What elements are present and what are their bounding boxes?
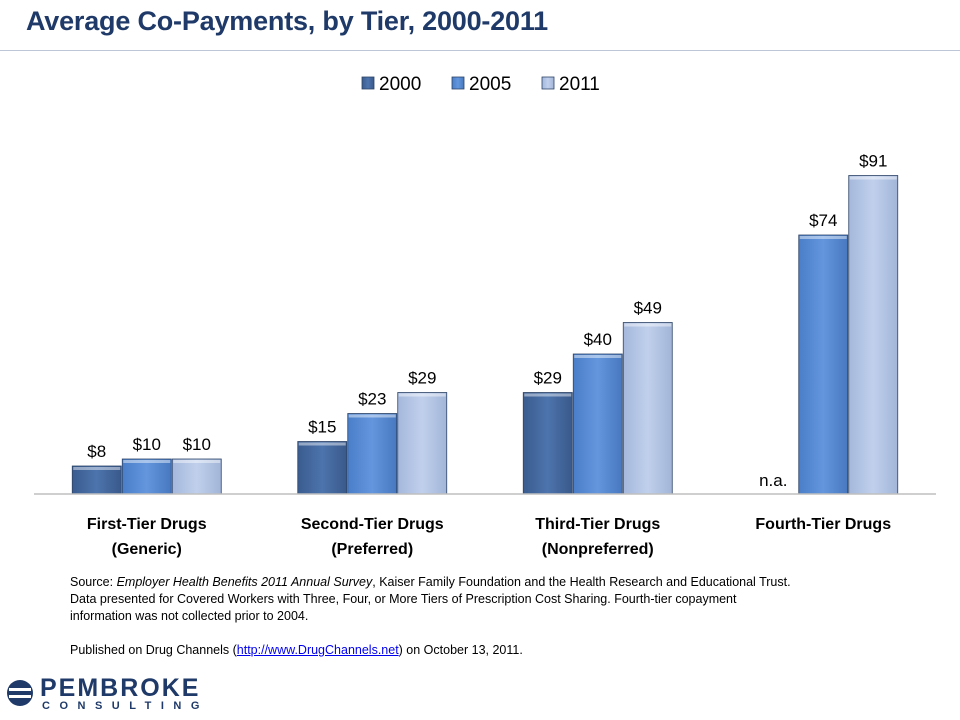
bar-chart: 2000 2005 2011 $8 $10 $10 $15 $23 $29 $29 $40 $49 n… xyxy=(34,74,936,558)
data-label-2011-tier-3: $49 xyxy=(634,299,662,318)
legend: 2000 2005 2011 xyxy=(361,74,600,95)
bar-highlight-2005-tier-4 xyxy=(799,236,847,239)
legend-label-2011: 2011 xyxy=(559,74,600,95)
category-label-tier-1-line-1: First-Tier Drugs xyxy=(87,516,207,533)
bar-highlight-2011-tier-4 xyxy=(849,176,897,180)
legend-swatch-2000 xyxy=(361,76,375,90)
data-label-2005-tier-3: $40 xyxy=(584,330,612,349)
source-prefix: Source: xyxy=(70,575,117,589)
data-label-2000-tier-3: $29 xyxy=(534,369,562,388)
legend-swatch-2005 xyxy=(451,76,465,90)
data-label-2011-tier-4: $91 xyxy=(859,152,887,171)
bar-2011-tier-2 xyxy=(397,392,448,495)
logo-name: PEMBROKE xyxy=(40,674,201,702)
bar-2011-tier-3 xyxy=(622,322,673,495)
bar-highlight-2005-tier-2 xyxy=(348,414,396,418)
bar-highlight-2005-tier-1 xyxy=(123,460,171,463)
category-labels: First-Tier Drugs (Generic) Second-Tier Dru… xyxy=(87,516,891,558)
data-label-2000-tier-2: $15 xyxy=(308,418,336,437)
bar-highlight-2000-tier-2 xyxy=(298,442,346,446)
data-label-2005-tier-4: $74 xyxy=(809,211,837,230)
source-rest: , Kaiser Family Foundation and the Healt… xyxy=(372,575,791,589)
bar-highlight-2011-tier-1 xyxy=(173,460,221,463)
pembroke-logo: PEMBROKE CONSULTING xyxy=(6,674,199,716)
bar-2000-tier-2 xyxy=(297,441,348,495)
data-label-2000-tier-4: n.a. xyxy=(759,471,787,490)
category-label-tier-4-line-1: Fourth-Tier Drugs xyxy=(755,516,891,533)
source-survey: Employer Health Benefits 2011 Annual Sur… xyxy=(116,575,373,589)
bar-2005-tier-3 xyxy=(572,353,623,495)
category-label-tier-1-line-2: (Generic) xyxy=(112,541,182,558)
bar-highlight-2011-tier-2 xyxy=(398,393,446,397)
bar-highlight-2000-tier-3 xyxy=(524,393,572,397)
legend-swatch-2011 xyxy=(541,76,555,90)
bar-2011-tier-4 xyxy=(848,175,899,495)
data-label-2000-tier-1: $8 xyxy=(87,442,106,461)
bar-2005-tier-4 xyxy=(798,234,849,495)
legend-label-2005: 2005 xyxy=(469,74,511,95)
bar-highlight-2011-tier-3 xyxy=(624,323,672,327)
source-line-2: Data presented for Covered Workers with … xyxy=(70,592,737,606)
category-label-tier-3-line-1: Third-Tier Drugs xyxy=(535,516,660,533)
category-label-tier-2-line-1: Second-Tier Drugs xyxy=(301,516,444,533)
data-labels: $8 $10 $10 $15 $23 $29 $29 $40 $49 n.a. $74 $91 xyxy=(87,152,887,491)
bar-highlight-2000-tier-1 xyxy=(73,467,121,470)
bar-2000-tier-3 xyxy=(522,392,573,495)
title-divider xyxy=(0,50,960,51)
bar-2005-tier-2 xyxy=(347,413,398,495)
bar-2011-tier-1 xyxy=(171,458,222,495)
bar-2000-tier-1 xyxy=(71,465,122,495)
pub-prefix: Published on Drug Channels ( xyxy=(70,643,237,657)
data-label-2011-tier-1: $10 xyxy=(183,435,211,454)
bar-2005-tier-1 xyxy=(121,458,172,495)
source-line-1: Source: Employer Health Benefits 2011 An… xyxy=(70,574,870,591)
category-label-tier-2-line-2: (Preferred) xyxy=(331,541,413,558)
pub-suffix: ) on October 13, 2011. xyxy=(398,643,523,657)
page-title: Average Co-Payments, by Tier, 2000-2011 xyxy=(26,6,548,36)
data-label-2011-tier-2: $29 xyxy=(408,369,436,388)
logo-mark-icon xyxy=(7,680,33,706)
source-line-3: information was not collected prior to 2… xyxy=(70,609,309,623)
title-area: Average Co-Payments, by Tier, 2000-2011 xyxy=(0,0,960,56)
drugchannels-link[interactable]: http://www.DrugChannels.net xyxy=(236,643,399,657)
legend-label-2000: 2000 xyxy=(379,74,421,95)
bar-highlight-2005-tier-3 xyxy=(574,355,622,358)
source-note: Source: Employer Health Benefits 2011 An… xyxy=(70,574,870,659)
logo-subtitle: CONSULTING xyxy=(42,700,209,712)
data-label-2005-tier-1: $10 xyxy=(133,435,161,454)
category-label-tier-3-line-2: (Nonpreferred) xyxy=(542,541,654,558)
published-note: Published on Drug Channels (http://www.D… xyxy=(70,642,870,659)
data-label-2005-tier-2: $23 xyxy=(358,390,386,409)
